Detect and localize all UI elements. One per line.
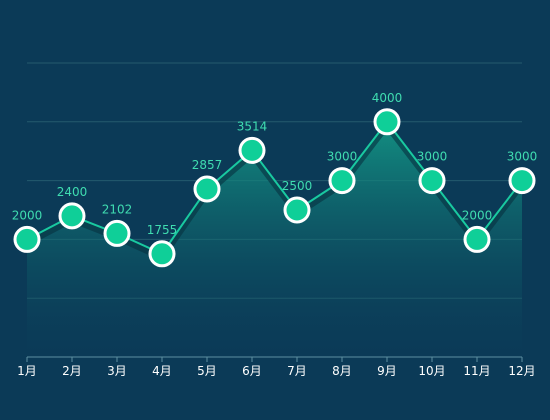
data-value-label: 3000 [507,150,538,164]
data-value-label: 2857 [192,158,223,172]
value-labels: 2000 2400 2102 1755 2857 3514 2500 3000 4000 3000… [12,91,538,237]
data-point [193,175,221,203]
data-value-label: 2102 [102,202,133,216]
data-point [13,225,41,253]
data-point [418,167,446,195]
x-tick-label: 1月 [17,364,37,378]
data-point [328,167,356,195]
data-value-label: 2500 [282,179,313,193]
x-axis-ticks [26,357,523,362]
x-tick-label: 2月 [62,364,82,378]
data-point [283,196,311,224]
x-tick-label: 10月 [418,364,445,378]
data-value-label: 2400 [57,185,88,199]
data-value-label: 2000 [12,208,43,222]
data-point [373,108,401,136]
data-value-label: 1755 [147,223,178,237]
data-markers [13,108,536,268]
data-value-label: 4000 [372,91,403,105]
x-tick-label: 7月 [287,364,307,378]
x-tick-label: 4月 [152,364,172,378]
x-tick-label: 6月 [242,364,262,378]
data-value-label: 3514 [237,119,268,133]
data-point [103,219,131,247]
x-tick-label: 9月 [377,364,397,378]
x-tick-label: 8月 [332,364,352,378]
data-point [463,225,491,253]
data-point [238,136,266,164]
x-tick-label: 12月 [508,364,535,378]
x-tick-label: 3月 [107,364,127,378]
data-value-label: 2000 [462,208,493,222]
data-value-label: 3000 [417,150,448,164]
area-fill [27,121,522,357]
data-point [148,240,176,268]
x-tick-label: 11月 [463,364,490,378]
x-tick-labels: 1月 2月 3月 4月 5月 6月 7月 8月 9月 10月 11月 12月 [17,364,535,378]
data-point [508,167,536,195]
x-tick-label: 5月 [197,364,217,378]
data-point [58,202,86,230]
data-value-label: 3000 [327,150,358,164]
